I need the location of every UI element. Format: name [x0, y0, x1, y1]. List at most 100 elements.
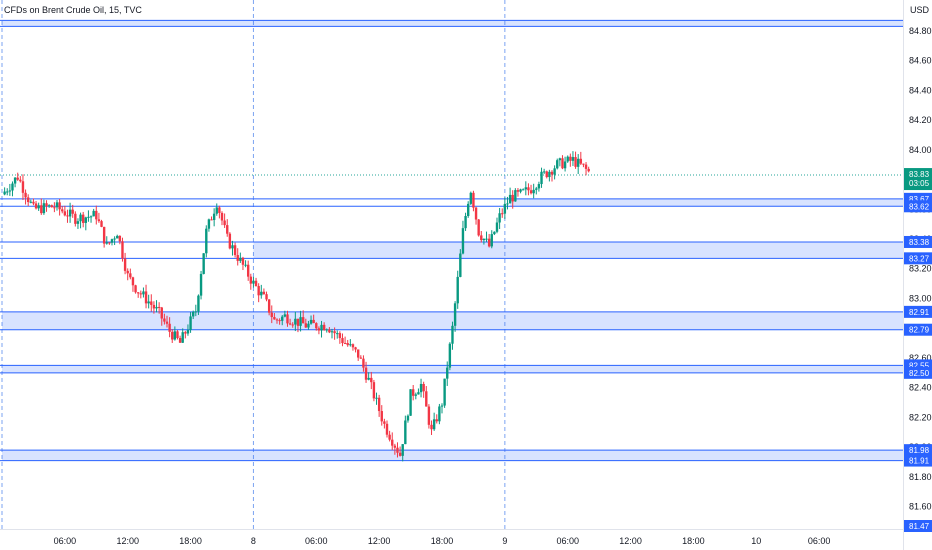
- y-tick-label: 84.40: [909, 85, 932, 95]
- candle-body: [427, 406, 431, 425]
- y-tick-label: 81.60: [909, 502, 932, 512]
- candle-body: [63, 211, 67, 216]
- candle-body: [241, 257, 245, 265]
- candle-body: [26, 197, 30, 203]
- candle-body: [309, 319, 313, 324]
- candle-body: [233, 245, 237, 256]
- candle-body: [558, 158, 562, 161]
- candle-body: [315, 323, 318, 329]
- bottom-price-tag-bg: [904, 520, 932, 532]
- candle-body: [325, 329, 328, 331]
- candle-body: [87, 216, 90, 218]
- candle-body: [516, 190, 520, 192]
- candle-body: [537, 184, 541, 189]
- candle-body: [354, 347, 357, 350]
- candle-body: [388, 434, 391, 440]
- candle-body: [270, 312, 273, 318]
- candle-body: [42, 203, 46, 214]
- candle-body: [21, 181, 25, 193]
- candle-body: [239, 257, 242, 261]
- candle-body: [362, 358, 365, 368]
- zone-top-tag-bg: [904, 444, 932, 457]
- candle-body: [37, 205, 40, 209]
- candle-body: [393, 445, 397, 448]
- zone-top-tag: 81.98: [904, 444, 932, 457]
- candle-body: [351, 344, 355, 348]
- candle-body: [550, 171, 554, 175]
- candle-body: [521, 189, 525, 191]
- candle-body: [482, 238, 486, 241]
- candle-body: [100, 221, 103, 227]
- candle-body: [32, 201, 35, 204]
- zone-top-tag-bg: [904, 235, 932, 248]
- zone-bottom-tag-text: 81.91: [909, 457, 930, 466]
- bottom-price-tag: 81.47: [904, 520, 932, 532]
- candle-body: [336, 333, 339, 335]
- candle-body: [582, 163, 585, 165]
- y-tick-label: 84.60: [909, 56, 932, 66]
- candle-body: [139, 293, 143, 295]
- zone-top-tag-bg: [904, 305, 932, 318]
- candle-body: [202, 253, 205, 274]
- candle-body: [246, 264, 250, 277]
- candle-body: [328, 329, 331, 333]
- candle-body: [511, 194, 514, 202]
- candle-body: [19, 179, 22, 182]
- candle-body: [134, 285, 137, 293]
- candle-body: [542, 171, 546, 173]
- candle-body: [451, 325, 454, 344]
- last-price-countdown: 03:05: [909, 179, 930, 188]
- candle-body: [349, 344, 352, 346]
- currency-label[interactable]: USD: [910, 5, 930, 15]
- candle-body: [487, 238, 491, 247]
- zone-top-tag: 82.91: [904, 305, 932, 318]
- candle-body: [92, 210, 95, 217]
- candle-body: [76, 221, 80, 224]
- candle-body: [220, 212, 224, 221]
- candle-body: [147, 301, 150, 304]
- candle-body: [16, 177, 19, 180]
- candle-body: [498, 213, 501, 223]
- candle-body: [440, 405, 444, 407]
- time-axis: 06:00 12:00 18:00 8 06:00 12:00 18:00 9 06:00 12:…: [54, 536, 831, 546]
- x-tick-label: 18:00: [179, 536, 202, 546]
- candle-body: [566, 156, 569, 162]
- candle-body: [532, 189, 535, 194]
- zone-top-tag-text: 81.98: [909, 446, 930, 455]
- candle-body: [8, 190, 12, 192]
- candle-body: [212, 213, 216, 220]
- candle-body: [296, 318, 300, 326]
- candle-body: [367, 377, 370, 380]
- candle-body: [199, 273, 203, 296]
- candle-body: [53, 207, 56, 209]
- candle-body: [406, 415, 410, 421]
- x-tick-label: 06:00: [54, 536, 77, 546]
- zone-box: [510, 198, 903, 207]
- candle-body: [223, 220, 226, 226]
- candle-body: [11, 183, 14, 191]
- candle-body: [121, 241, 124, 259]
- candle-body: [173, 331, 177, 340]
- zone-box: [2, 450, 903, 461]
- candle-body: [495, 222, 499, 232]
- candle-body: [3, 191, 6, 195]
- zone-box: [253, 241, 903, 259]
- candle-body: [401, 444, 404, 456]
- candle-body: [291, 324, 294, 326]
- candle-body: [152, 304, 156, 309]
- zone-bottom-tag: 83.27: [904, 252, 932, 265]
- zone-top-tag-text: 82.55: [909, 361, 930, 370]
- candle-body: [286, 314, 289, 324]
- candle-body: [430, 424, 433, 430]
- candle-body: [304, 323, 308, 328]
- candle-body: [375, 397, 378, 399]
- candle-body: [178, 338, 182, 343]
- candle-body: [466, 203, 470, 217]
- candle-body: [142, 291, 145, 295]
- candle-body: [524, 187, 528, 190]
- candle-body: [186, 329, 190, 334]
